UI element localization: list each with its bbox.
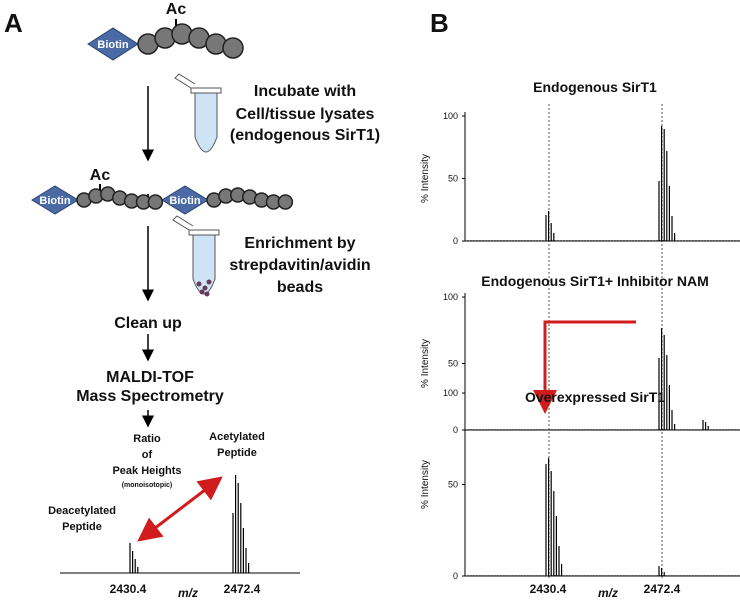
step-text: Incubate with — [254, 83, 356, 100]
step-text: Mass Spectrometry — [76, 388, 224, 405]
step-text: strepdavitin/avidin — [229, 257, 370, 274]
y-tick-label: 50 — [448, 480, 458, 490]
y-axis-title: % Intensity — [420, 460, 431, 509]
x-label: 2472.4 — [224, 582, 261, 596]
biotin-label: Biotin — [39, 195, 70, 207]
peak-label: Acetylated — [209, 431, 265, 443]
y-tick-label: 0 — [453, 236, 458, 246]
ac-label: Ac — [90, 167, 111, 184]
peak-label: Peptide — [217, 447, 257, 459]
ratio-text: Peak Heights — [112, 465, 181, 477]
x-axis-title: m/z — [598, 586, 618, 600]
y-tick-label: 0 — [453, 425, 458, 435]
bead — [147, 194, 164, 210]
bead-dot — [204, 291, 210, 297]
panel-label: B — [430, 8, 449, 38]
bead — [222, 37, 244, 59]
ratio-note: (monoisotopic) — [122, 482, 173, 489]
biotin-label: Biotin — [97, 39, 128, 51]
substrate: Biotin Ac — [87, 1, 187, 61]
bead-dot — [202, 285, 208, 291]
spectrum-title: Endogenous SirT1+ Inhibitor NAM — [481, 273, 709, 289]
y-tick-label: 100 — [443, 111, 458, 121]
bead-dot — [206, 279, 212, 285]
step-text: MALDI-TOF — [106, 369, 194, 386]
bead — [277, 194, 294, 210]
tube-cap — [188, 229, 220, 236]
panel-label: A — [4, 8, 23, 38]
y-tick-label: 50 — [448, 174, 458, 184]
biotin-label: Biotin — [169, 195, 200, 207]
y-tick-label: 50 — [448, 359, 458, 369]
tube — [194, 91, 218, 153]
step-text: Cell/tissue lysates — [236, 106, 375, 123]
step-text: (endogenous SirT1) — [230, 127, 380, 144]
ratio-text: Ratio — [133, 433, 161, 445]
spectrum-title: Endogenous SirT1 — [533, 79, 657, 95]
x-axis-title: m/z — [178, 586, 198, 600]
y-axis-title: % Intensity — [420, 339, 431, 388]
tube-lid — [172, 215, 194, 231]
step-text: Clean up — [114, 315, 182, 332]
tube-lid — [174, 73, 196, 89]
step-text: beads — [277, 279, 323, 296]
tube-cap — [190, 87, 222, 94]
x-label: 2430.4 — [530, 582, 567, 596]
y-tick-label: 100 — [443, 292, 458, 302]
ac-label: Ac — [166, 1, 187, 18]
tube — [192, 233, 216, 295]
y-tick-label: 0 — [453, 571, 458, 581]
ratio-text: of — [142, 449, 153, 461]
x-label: 2430.4 — [110, 582, 147, 596]
step-text: Enrichment by — [244, 235, 355, 252]
bead-dot — [196, 281, 202, 287]
y-tick-label: 100 — [443, 388, 458, 398]
peak-label: Peptide — [62, 521, 102, 533]
peak-label: Deacetylated — [48, 505, 116, 517]
bead-dot — [199, 289, 205, 295]
x-label: 2472.4 — [644, 582, 681, 596]
y-axis-title: % Intensity — [420, 154, 431, 203]
spectrum-title: Overexpressed SirT1 — [525, 389, 665, 405]
